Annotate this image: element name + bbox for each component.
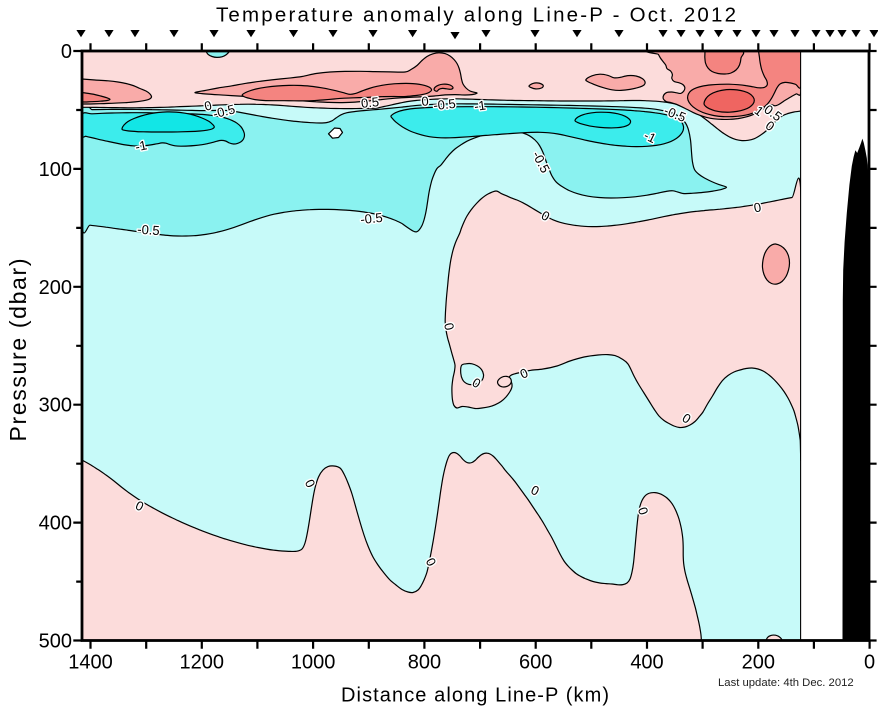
svg-text:-0.5: -0.5 — [211, 101, 236, 121]
svg-text:800: 800 — [408, 652, 441, 674]
svg-text:-1: -1 — [134, 137, 148, 154]
svg-text:-0.5: -0.5 — [137, 222, 160, 239]
svg-text:100: 100 — [39, 159, 72, 181]
svg-text:0: 0 — [61, 41, 72, 63]
svg-text:200: 200 — [742, 652, 775, 674]
svg-text:400: 400 — [630, 652, 663, 674]
svg-text:0: 0 — [421, 93, 429, 108]
svg-text:-1: -1 — [473, 97, 487, 113]
svg-text:-0.5: -0.5 — [433, 96, 457, 113]
svg-text:Pressure (dbar): Pressure (dbar) — [5, 259, 31, 442]
svg-text:0.5: 0.5 — [360, 94, 380, 111]
svg-text:1000: 1000 — [291, 652, 336, 674]
svg-text:1200: 1200 — [180, 652, 225, 674]
svg-text:500: 500 — [39, 631, 72, 653]
svg-text:Distance along Line-P (km): Distance along Line-P (km) — [341, 685, 609, 707]
svg-text:200: 200 — [39, 277, 72, 299]
svg-text:0: 0 — [864, 652, 875, 674]
svg-text:-0.5: -0.5 — [360, 210, 384, 227]
svg-text:600: 600 — [519, 652, 552, 674]
svg-text:400: 400 — [39, 513, 72, 535]
svg-text:Last update: 4th Dec. 2012: Last update: 4th Dec. 2012 — [718, 677, 854, 689]
svg-text:1400: 1400 — [68, 652, 113, 674]
svg-text:300: 300 — [39, 395, 72, 417]
